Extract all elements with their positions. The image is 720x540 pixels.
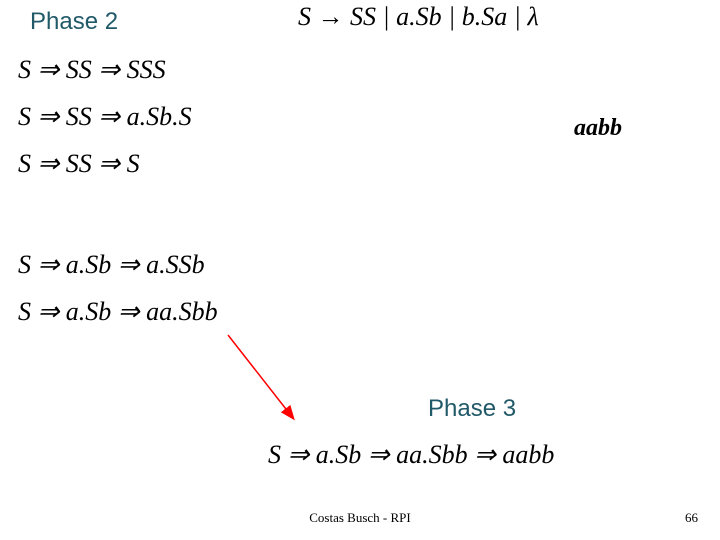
phase-2-label: Phase 2 [30, 8, 118, 36]
grammar-rule: S → SS | a.Sb | b.Sa | λ [298, 2, 539, 32]
derivation-5: S ⇒ a.Sb ⇒ aa.Sbb [18, 297, 218, 327]
derivation-3: S ⇒ SS ⇒ S [18, 149, 140, 179]
phase-3-label: Phase 3 [428, 395, 516, 423]
derivation-6: S ⇒ a.Sb ⇒ aa.Sbb ⇒ aabb [268, 440, 554, 470]
footer-author: Costas Busch - RPI [309, 510, 410, 526]
derivation-4: S ⇒ a.Sb ⇒ a.SSb [18, 250, 205, 280]
red-arrow [218, 330, 308, 425]
derivation-2: S ⇒ SS ⇒ a.Sb.S [18, 102, 192, 132]
derivation-1: S ⇒ SS ⇒ SSS [18, 55, 166, 85]
target-string: aabb [574, 115, 622, 142]
page-number: 66 [685, 510, 698, 526]
